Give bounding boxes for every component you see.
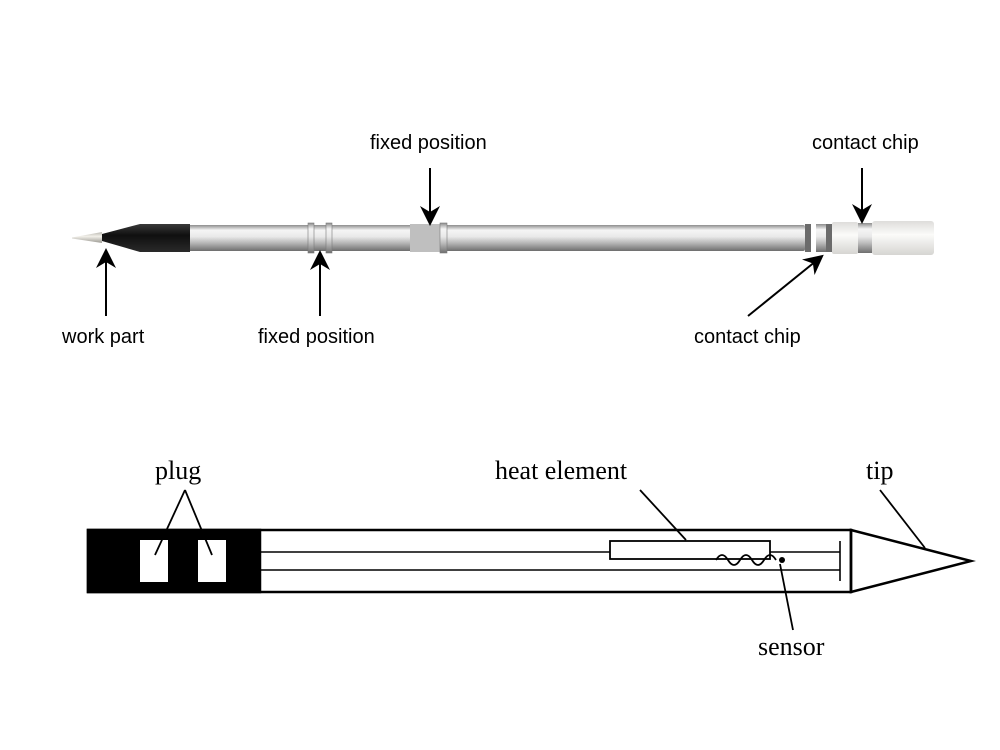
label-plug: plug [155,456,201,486]
bottom-schematic-diagram [0,0,1000,750]
label-heat-element: heat element [495,456,627,486]
label-tip: tip [866,456,893,486]
label-sensor: sensor [758,632,824,662]
